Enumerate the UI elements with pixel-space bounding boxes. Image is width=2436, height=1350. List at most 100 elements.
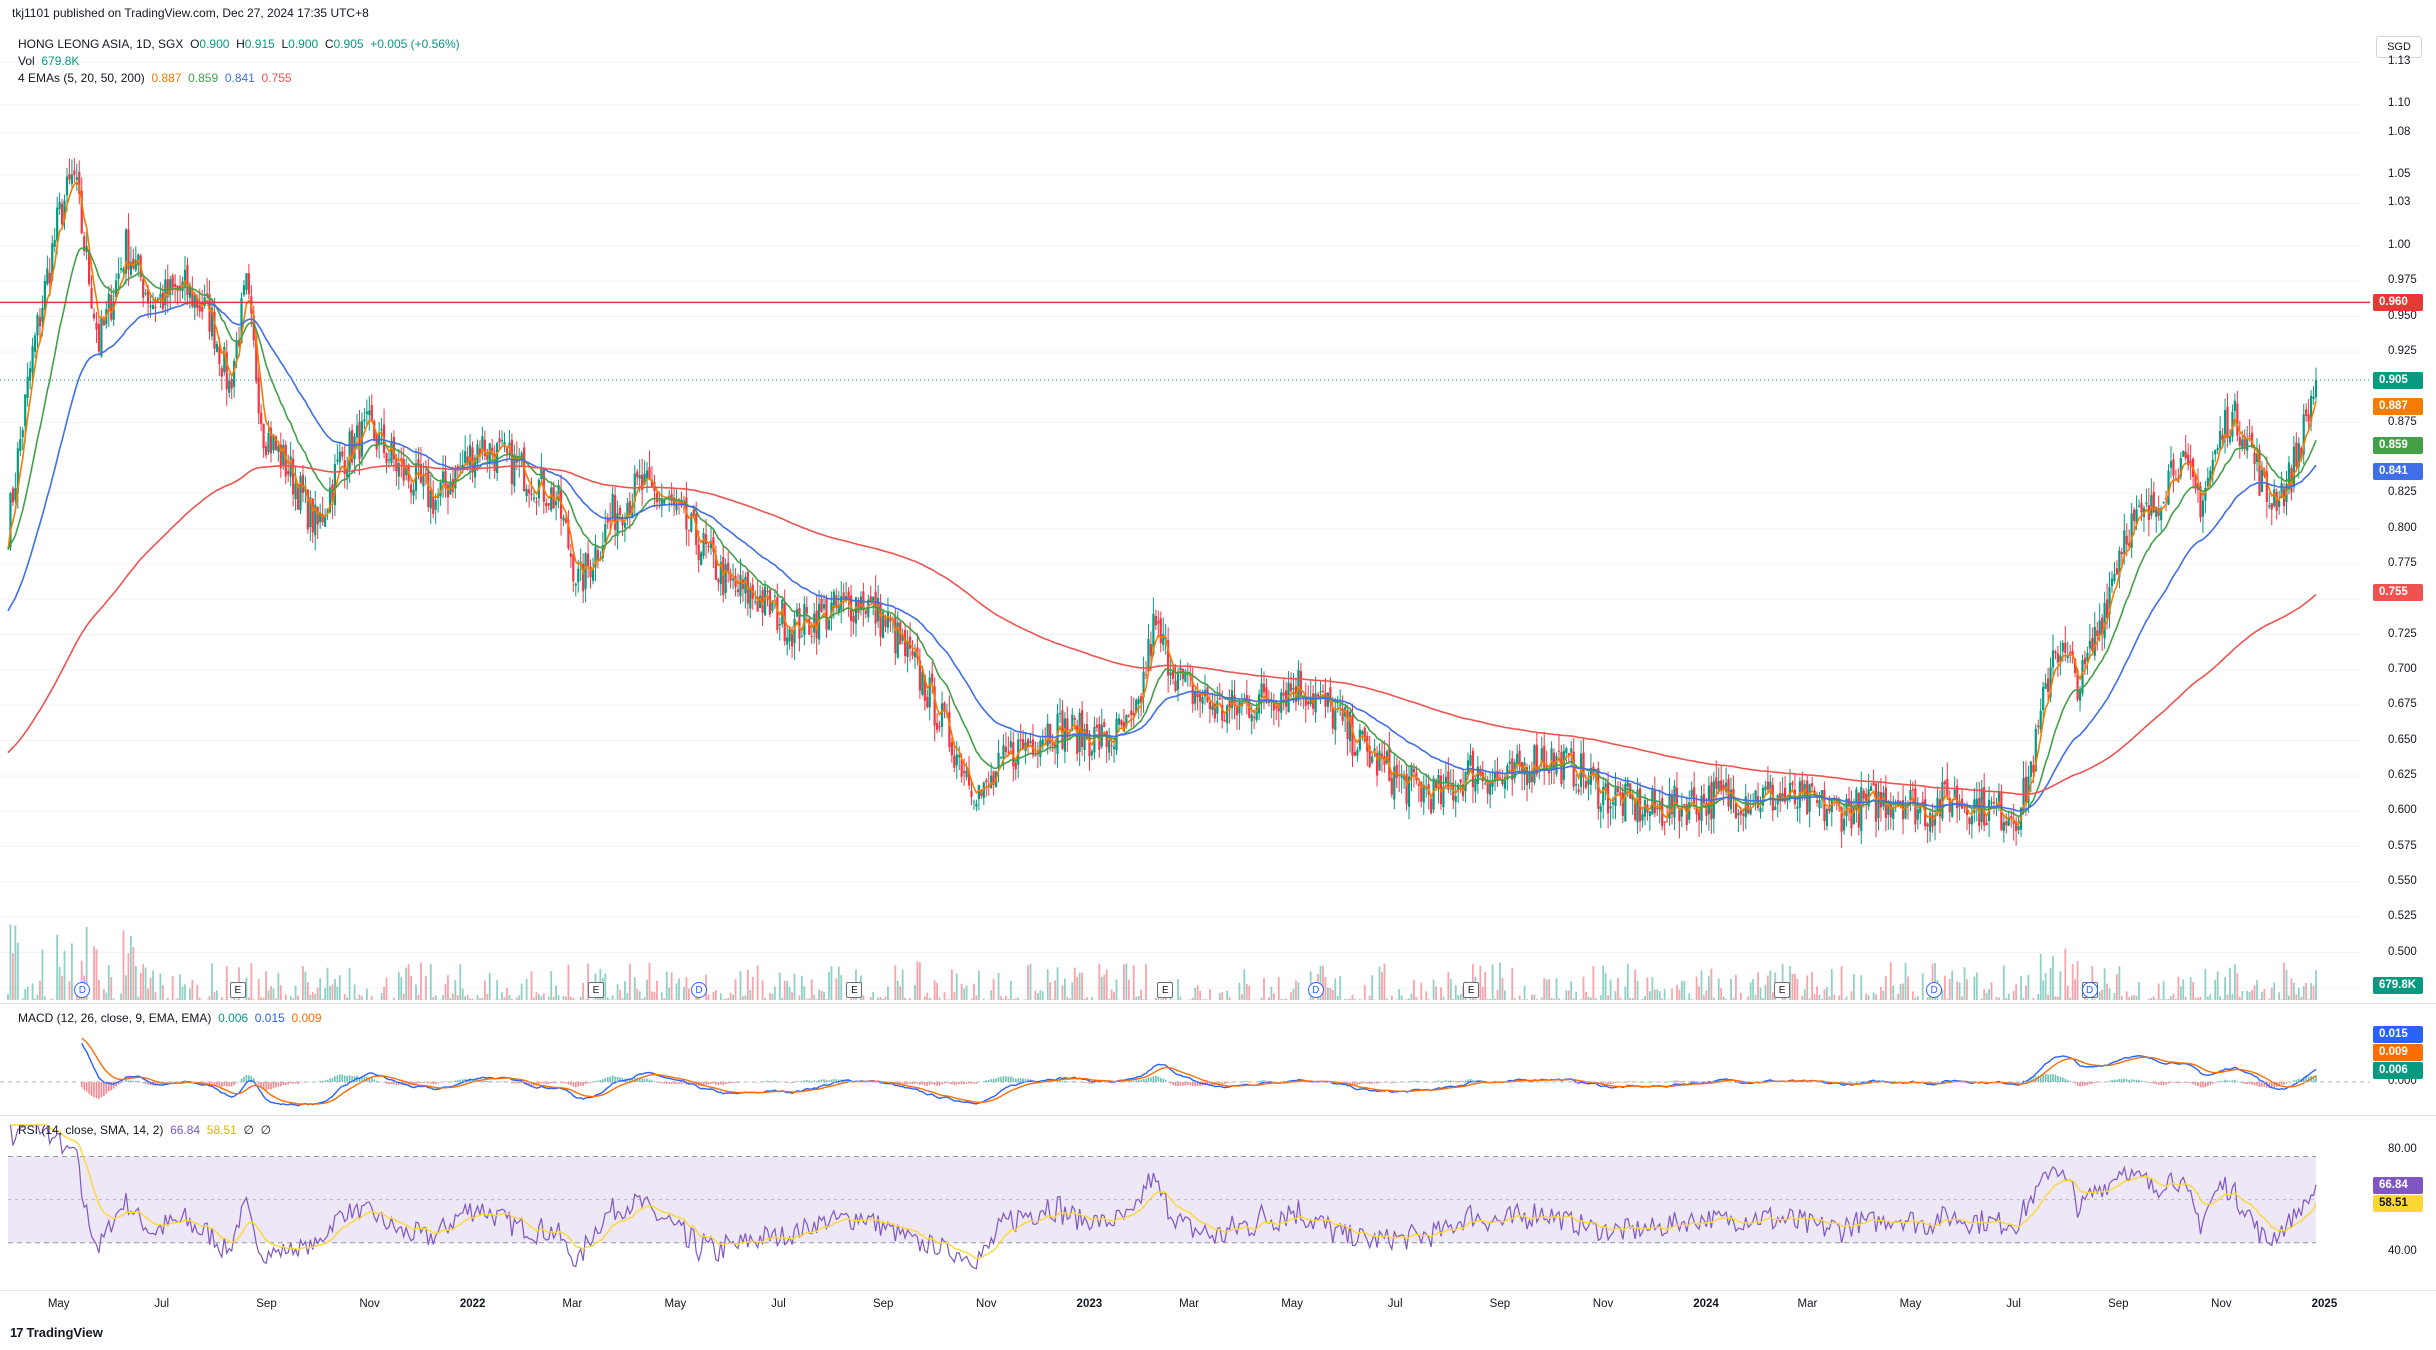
candle-body	[1879, 792, 1883, 808]
earnings-event-badge[interactable]: E	[846, 982, 863, 998]
macd-histogram-bar	[149, 1082, 152, 1086]
ema-label[interactable]: 4 EMAs (5, 20, 50, 200)	[18, 71, 145, 85]
macd-histogram-bar	[1051, 1081, 1054, 1082]
macd-histogram-bar	[100, 1082, 103, 1098]
pane-separator-rsi[interactable]	[0, 1115, 2436, 1116]
volume-bar	[1535, 999, 1538, 1000]
earnings-event-badge[interactable]: E	[229, 982, 246, 998]
volume-bar	[2216, 971, 2219, 1000]
dividend-event-badge[interactable]: D	[74, 982, 91, 998]
earnings-event-badge[interactable]: E	[1774, 982, 1791, 998]
change-value: +0.005 (+0.56%)	[370, 37, 460, 51]
candle-body	[869, 596, 872, 602]
candle-body	[982, 782, 985, 798]
volume-bar	[2108, 988, 2111, 1000]
candle-body	[636, 471, 639, 478]
volume-bar	[152, 970, 154, 1000]
volume-bar	[2039, 954, 2042, 1000]
volume-bar	[16, 942, 19, 1000]
candle-body	[1479, 769, 1482, 776]
volume-bar	[1572, 998, 1575, 1000]
candle-body	[1518, 750, 1521, 766]
volume-bar	[1383, 963, 1386, 1000]
macd-label[interactable]: MACD (12, 26, close, 9, EMA, EMA)	[18, 1011, 212, 1025]
volume-bar	[1609, 979, 1612, 1000]
volume-bar	[2248, 992, 2251, 1000]
candle-body	[997, 752, 1000, 767]
macd-histogram-bar	[2273, 1082, 2276, 1087]
candle-body	[557, 484, 560, 501]
macd-histogram-bar	[329, 1078, 331, 1082]
macd-histogram-bar	[208, 1082, 211, 1084]
candle-body	[1680, 806, 1683, 817]
volume-bar	[646, 979, 648, 1000]
candle-body	[2260, 469, 2264, 493]
candle-body	[144, 293, 147, 295]
volume-bar	[606, 997, 609, 1000]
candle-body	[2297, 443, 2300, 467]
volume-bar	[742, 996, 744, 1000]
tradingview-brand: TradingView	[26, 1325, 103, 1340]
volume-bar	[801, 975, 803, 1000]
volume-bar	[533, 997, 535, 1000]
candle-body	[542, 469, 545, 502]
volume-bar	[1327, 987, 1329, 1000]
volume-bar	[685, 977, 688, 1000]
candle-body	[164, 279, 167, 306]
candle-body	[466, 456, 469, 465]
pane-separator-macd[interactable]	[0, 1003, 2436, 1004]
tradingview-logo[interactable]: 17 TradingView	[10, 1325, 103, 1340]
macd-histogram-bar	[346, 1076, 348, 1082]
volume-bar	[1690, 998, 1693, 1000]
macd-histogram-bar	[1690, 1080, 1693, 1082]
symbol-label[interactable]: HONG LEONG ASIA, 1D, SGX	[18, 37, 184, 51]
macd-histogram-bar	[2278, 1082, 2280, 1087]
dividend-event-badge[interactable]: D	[2081, 982, 2098, 998]
macd-histogram-bar	[1472, 1079, 1474, 1082]
volume-bar	[1823, 989, 1826, 1000]
volume-bar	[1882, 990, 1885, 1000]
rsi-label[interactable]: RSI (14, close, SMA, 14, 2)	[18, 1123, 164, 1137]
macd-histogram-bar	[2130, 1079, 2133, 1082]
ema20-value: 0.859	[188, 71, 219, 85]
volume-bar	[592, 999, 594, 1000]
volume-bar	[314, 994, 317, 1000]
volume-bar	[904, 997, 907, 1000]
volume-bar	[1339, 976, 1342, 1000]
volume-bar	[1100, 976, 1103, 1000]
dividend-event-badge[interactable]: D	[1307, 982, 1324, 998]
candle-body	[1695, 806, 1698, 815]
volume-bar	[284, 994, 287, 1000]
volume-label[interactable]: Vol	[18, 54, 35, 68]
dividend-event-badge[interactable]: D	[1926, 982, 1943, 998]
dividend-event-badge[interactable]: D	[691, 982, 708, 998]
volume-bar	[31, 983, 34, 1000]
earnings-event-badge[interactable]: E	[1463, 982, 1480, 998]
volume-bar	[670, 972, 673, 1000]
currency-button[interactable]: SGD	[2376, 36, 2422, 58]
volume-bar	[1135, 996, 1138, 1000]
earnings-event-badge[interactable]: E	[1157, 982, 1174, 998]
volume-bar	[2221, 999, 2224, 1000]
time-axis-tick: Jul	[1387, 1298, 1403, 1310]
volume-bar	[1749, 982, 1752, 1000]
macd-histogram-bar	[265, 1082, 267, 1091]
candle-body	[736, 589, 740, 592]
volume-bar	[2177, 976, 2180, 1000]
macd-histogram-bar	[422, 1082, 425, 1083]
volume-bar	[1553, 998, 1555, 1000]
macd-histogram-bar	[943, 1082, 946, 1084]
volume-bar	[2288, 995, 2290, 1000]
macd-histogram-bar	[567, 1082, 570, 1085]
candle-body	[365, 411, 368, 414]
macd-histogram-bar	[1533, 1081, 1536, 1082]
volume-bar	[1503, 990, 1506, 1000]
earnings-event-badge[interactable]: E	[587, 982, 604, 998]
candle-body	[215, 343, 219, 352]
volume-bar	[415, 984, 417, 1000]
volume-bar	[1226, 990, 1229, 1000]
candle-body	[1567, 753, 1570, 756]
candle-body	[1870, 786, 1873, 791]
volume-bar	[336, 986, 339, 1000]
